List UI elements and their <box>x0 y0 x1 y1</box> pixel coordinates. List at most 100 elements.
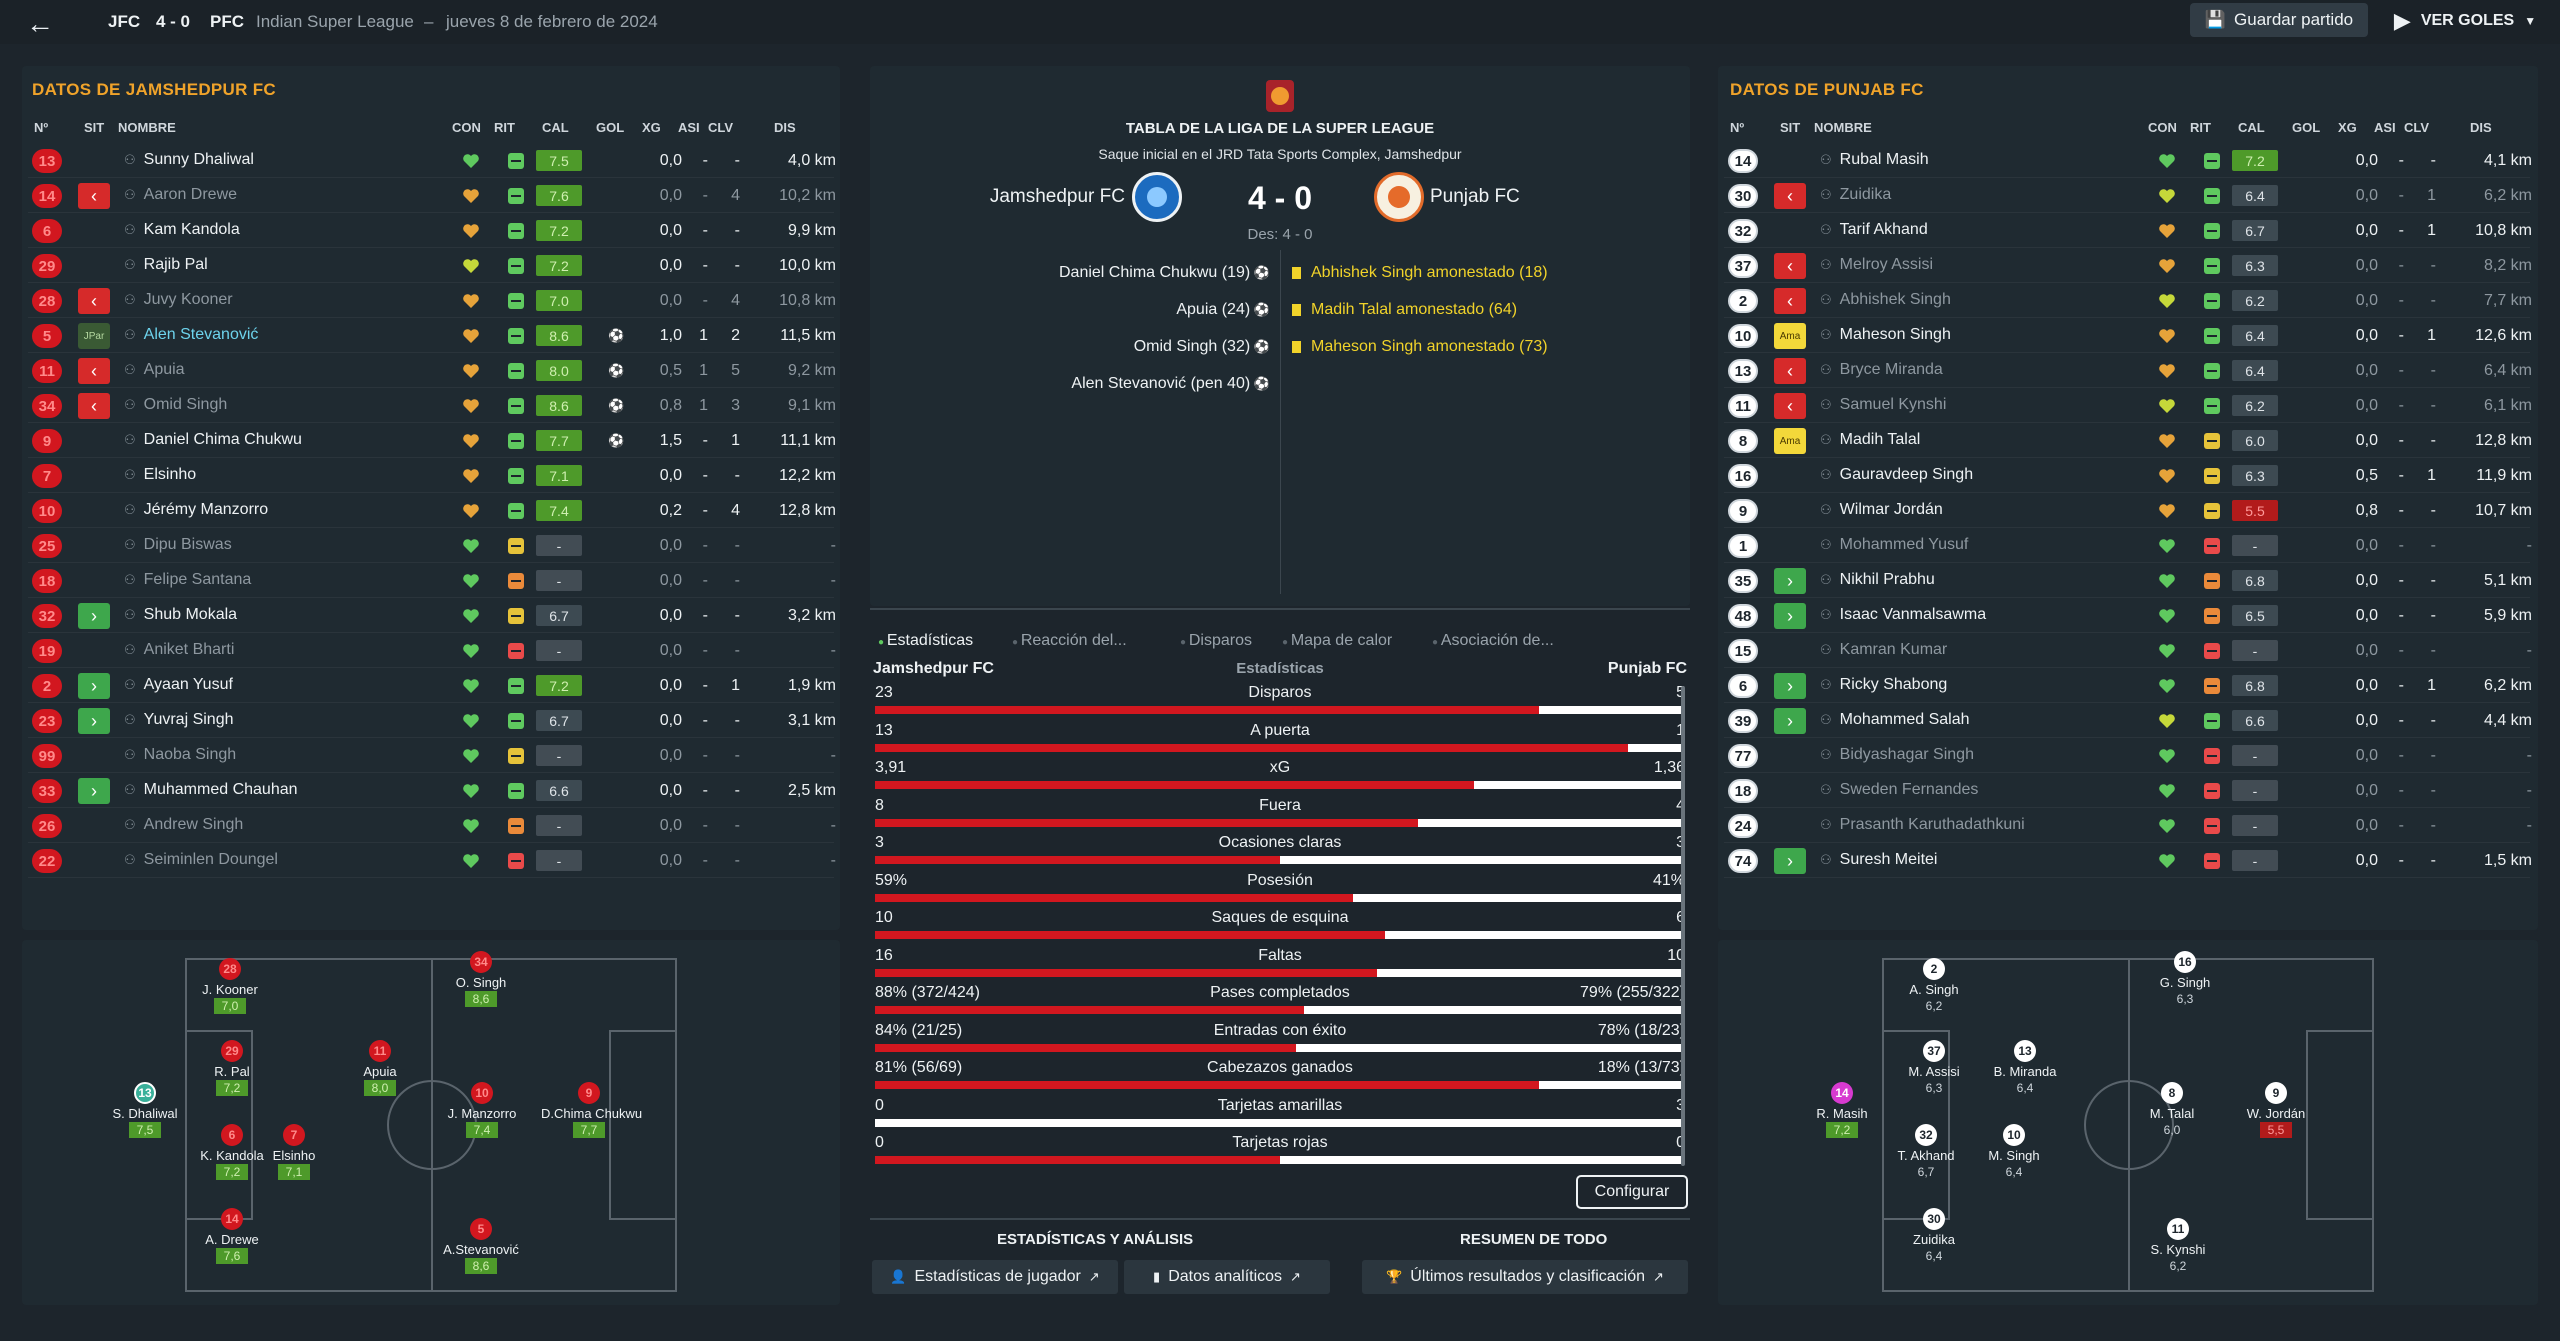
player-row[interactable]: 8 Ama ⚇ Madih Talal 6.0 0,0 - - 12,8 km <box>1724 423 2532 458</box>
player-row[interactable]: 37 ‹ ⚇ Melroy Assisi 6.3 0,0 - - 8,2 km <box>1724 248 2532 283</box>
player-row[interactable]: 24 ⚇ Prasanth Karuthadathkuni - 0,0 - - - <box>1724 808 2532 843</box>
player-row[interactable]: 18 ⚇ Sweden Fernandes - 0,0 - - - <box>1724 773 2532 808</box>
player-row[interactable]: 77 ⚇ Bidyashagar Singh - 0,0 - - - <box>1724 738 2532 773</box>
player-name[interactable]: ⚇ Prasanth Karuthadathkuni <box>1820 816 2025 833</box>
column-header-rit[interactable]: RIT <box>2190 120 2211 135</box>
column-header-num[interactable]: Nº <box>34 120 49 135</box>
player-name[interactable]: ⚇ Dipu Biswas <box>124 536 232 553</box>
player-name[interactable]: ⚇ Aniket Bharti <box>124 641 235 658</box>
column-header-gol[interactable]: GOL <box>2292 120 2321 135</box>
column-header-num[interactable]: Nº <box>1730 120 1745 135</box>
player-row[interactable]: 13 ‹ ⚇ Bryce Miranda 6.4 0,0 - - 6,4 km <box>1724 353 2532 388</box>
tab-1[interactable]: ● Estadísticas <box>878 632 973 650</box>
player-row[interactable]: 6 › ⚇ Ricky Shabong 6.8 0,0 - 1 6,2 km <box>1724 668 2532 703</box>
player-row[interactable]: 32 › ⚇ Shub Mokala 6.7 0,0 - - 3,2 km <box>28 598 836 633</box>
player-name[interactable]: ⚇ Naoba Singh <box>124 746 237 763</box>
column-header-clv[interactable]: CLV <box>708 120 734 135</box>
column-header-rit[interactable]: RIT <box>494 120 515 135</box>
player-row[interactable]: 28 ‹ ⚇ Juvy Kooner 7.0 0,0 - 4 10,8 km <box>28 283 836 318</box>
player-row[interactable]: 2 ‹ ⚇ Abhishek Singh 6.2 0,0 - - 7,7 km <box>1724 283 2532 318</box>
view-goals-button[interactable]: ▶ VER GOLES ▼ <box>2380 3 2550 39</box>
tab-4[interactable]: ● Mapa de calor <box>1282 632 1392 650</box>
configure-button[interactable]: Configurar <box>1576 1175 1688 1209</box>
player-name[interactable]: ⚇ Alen Stevanović <box>124 326 259 343</box>
column-header-gol[interactable]: GOL <box>596 120 625 135</box>
player-name[interactable]: ⚇ Wilmar Jordán <box>1820 501 1943 518</box>
player-name[interactable]: ⚇ Isaac Vanmalsawma <box>1820 606 1987 623</box>
player-row[interactable]: 5 JPar ⚇ Alen Stevanović 8.6 ⚽ 1,0 1 2 11,5 km <box>28 318 836 353</box>
player-row[interactable]: 33 › ⚇ Muhammed Chauhan 6.6 0,0 - - 2,5 km <box>28 773 836 808</box>
player-name[interactable]: ⚇ Zuidika <box>1820 186 1892 203</box>
player-name[interactable]: ⚇ Sunny Dhaliwal <box>124 151 254 168</box>
column-header-asi[interactable]: ASI <box>2374 120 2396 135</box>
player-name[interactable]: ⚇ Omid Singh <box>124 396 228 413</box>
column-header-name[interactable]: NOMBRE <box>1814 120 1872 135</box>
player-name[interactable]: ⚇ Melroy Assisi <box>1820 256 1934 273</box>
pitch-player[interactable]: 28 J. Kooner 7,0 <box>182 958 278 1015</box>
player-name[interactable]: ⚇ Sweden Fernandes <box>1820 781 1979 798</box>
player-row[interactable]: 10 ⚇ Jérémy Manzorro 7.4 0,2 - 4 12,8 km <box>28 493 836 528</box>
player-name[interactable]: ⚇ Shub Mokala <box>124 606 238 623</box>
player-row[interactable]: 19 ⚇ Aniket Bharti - 0,0 - - - <box>28 633 836 668</box>
pitch-player[interactable]: 37 M. Assisi 6,3 <box>1886 1040 1982 1097</box>
player-name[interactable]: ⚇ Abhishek Singh <box>1820 291 1951 308</box>
player-row[interactable]: 26 ⚇ Andrew Singh - 0,0 - - - <box>28 808 836 843</box>
player-name[interactable]: ⚇ Juvy Kooner <box>124 291 233 308</box>
player-name[interactable]: ⚇ Yuvraj Singh <box>124 711 234 728</box>
player-name[interactable]: ⚇ Nikhil Prabhu <box>1820 571 1935 588</box>
pitch-player[interactable]: 2 A. Singh 6,2 <box>1886 958 1982 1015</box>
player-name[interactable]: ⚇ Tarif Akhand <box>1820 221 1928 238</box>
player-row[interactable]: 99 ⚇ Naoba Singh - 0,0 - - - <box>28 738 836 773</box>
player-name[interactable]: ⚇ Elsinho <box>124 466 197 483</box>
player-row[interactable]: 48 › ⚇ Isaac Vanmalsawma 6.5 0,0 - - 5,9 km <box>1724 598 2532 633</box>
analytics-button[interactable]: ▮ Datos analíticos ↗ <box>1124 1260 1330 1294</box>
player-name[interactable]: ⚇ Rajib Pal <box>124 256 208 273</box>
player-stats-button[interactable]: 👤 Estadísticas de jugador ↗ <box>872 1260 1118 1294</box>
player-row[interactable]: 10 Ama ⚇ Maheson Singh 6.4 0,0 - 1 12,6 km <box>1724 318 2532 353</box>
player-row[interactable]: 9 ⚇ Wilmar Jordán 5.5 0,8 - - 10,7 km <box>1724 493 2532 528</box>
column-header-dis[interactable]: DIS <box>2470 120 2492 135</box>
column-header-asi[interactable]: ASI <box>678 120 700 135</box>
player-name[interactable]: ⚇ Kam Kandola <box>124 221 240 238</box>
column-header-cal[interactable]: CAL <box>2238 120 2265 135</box>
pitch-player[interactable]: 5 A.Stevanović 8,6 <box>433 1218 529 1275</box>
column-header-con[interactable]: CON <box>2148 120 2177 135</box>
player-name[interactable]: ⚇ Madih Talal <box>1820 431 1921 448</box>
player-row[interactable]: 23 › ⚇ Yuvraj Singh 6.7 0,0 - - 3,1 km <box>28 703 836 738</box>
column-header-con[interactable]: CON <box>452 120 481 135</box>
pitch-player[interactable]: 7 Elsinho 7,1 <box>246 1124 342 1181</box>
player-name[interactable]: ⚇ Mohammed Yusuf <box>1820 536 1969 553</box>
player-name[interactable]: ⚇ Aaron Drewe <box>124 186 238 203</box>
pitch-player[interactable]: 13 B. Miranda 6,4 <box>1977 1040 2073 1097</box>
pitch-player[interactable]: 29 R. Pal 7,2 <box>184 1040 280 1097</box>
pitch-player[interactable]: 14 A. Drewe 7,6 <box>184 1208 280 1265</box>
player-row[interactable]: 6 ⚇ Kam Kandola 7.2 0,0 - - 9,9 km <box>28 213 836 248</box>
player-row[interactable]: 14 ⚇ Rubal Masih 7.2 0,0 - - 4,1 km <box>1724 143 2532 178</box>
pitch-player[interactable]: 6 K. Kandola 7,2 <box>184 1124 280 1181</box>
column-header-cal[interactable]: CAL <box>542 120 569 135</box>
tab-2[interactable]: ● Reacción del... <box>1012 632 1127 650</box>
player-row[interactable]: 29 ⚇ Rajib Pal 7.2 0,0 - - 10,0 km <box>28 248 836 283</box>
column-header-name[interactable]: NOMBRE <box>118 120 176 135</box>
player-row[interactable]: 35 › ⚇ Nikhil Prabhu 6.8 0,0 - - 5,1 km <box>1724 563 2532 598</box>
player-name[interactable]: ⚇ Jérémy Manzorro <box>124 501 269 518</box>
pitch-player[interactable]: 30 Zuidika 6,4 <box>1886 1208 1982 1265</box>
player-name[interactable]: ⚇ Maheson Singh <box>1820 326 1951 343</box>
player-name[interactable]: ⚇ Daniel Chima Chukwu <box>124 431 302 448</box>
player-name[interactable]: ⚇ Bidyashagar Singh <box>1820 746 1974 763</box>
player-row[interactable]: 15 ⚇ Kamran Kumar - 0,0 - - - <box>1724 633 2532 668</box>
player-row[interactable]: 39 › ⚇ Mohammed Salah 6.6 0,0 - - 4,4 km <box>1724 703 2532 738</box>
save-match-button[interactable]: 💾 Guardar partido <box>2190 3 2368 37</box>
player-name[interactable]: ⚇ Felipe Santana <box>124 571 252 588</box>
pitch-player[interactable]: 11 Apuia 8,0 <box>332 1040 428 1097</box>
player-name[interactable]: ⚇ Mohammed Salah <box>1820 711 1970 728</box>
results-standings-button[interactable]: 🏆 Últimos resultados y clasificación ↗ <box>1362 1260 1688 1294</box>
player-row[interactable]: 1 ⚇ Mohammed Yusuf - 0,0 - - - <box>1724 528 2532 563</box>
pitch-player[interactable]: 10 J. Manzorro 7,4 <box>434 1082 530 1139</box>
player-name[interactable]: ⚇ Rubal Masih <box>1820 151 1929 168</box>
player-name[interactable]: ⚇ Apuia <box>124 361 185 378</box>
stats-scrollbar[interactable] <box>1681 686 1685 1166</box>
player-row[interactable]: 25 ⚇ Dipu Biswas - 0,0 - - - <box>28 528 836 563</box>
player-row[interactable]: 11 ‹ ⚇ Samuel Kynshi 6.2 0,0 - - 6,1 km <box>1724 388 2532 423</box>
player-row[interactable]: 18 ⚇ Felipe Santana - 0,0 - - - <box>28 563 836 598</box>
